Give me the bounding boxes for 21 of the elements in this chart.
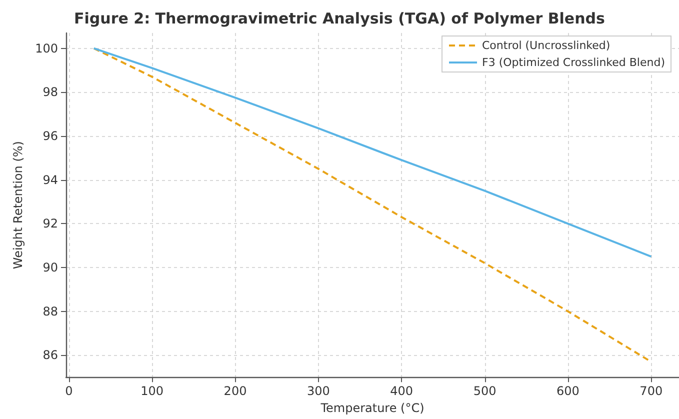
y-tick-label: 94 (42, 172, 58, 187)
x-tick-label: 0 (65, 384, 73, 398)
legend-label: F3 (Optimized Crosslinked Blend) (482, 56, 666, 69)
y-tick-label: 90 (42, 260, 58, 275)
y-tick-label: 96 (42, 129, 58, 144)
y-tick-label: 88 (42, 304, 58, 318)
y-tick-label: 86 (42, 348, 58, 362)
x-tick-label: 400 (390, 384, 414, 398)
y-tick-label: 92 (42, 216, 58, 231)
x-tick-label: 100 (140, 384, 164, 398)
y-axis-title: Weight Retention (%) (11, 141, 26, 270)
x-tick-label: 700 (640, 384, 663, 398)
x-axis-title: Temperature (°C) (320, 401, 424, 415)
x-tick-label: 300 (306, 384, 330, 398)
y-tick-label: 98 (42, 85, 58, 100)
chart-title: Figure 2: Thermogravimetric Analysis (TGA) of Polymer Blends (74, 10, 606, 28)
y-tick-label: 100 (35, 41, 58, 56)
legend-label: Control (Uncrosslinked) (482, 39, 610, 52)
x-tick-label: 600 (556, 384, 580, 398)
x-tick-label: 500 (473, 384, 496, 398)
x-tick-label: 200 (224, 384, 247, 398)
